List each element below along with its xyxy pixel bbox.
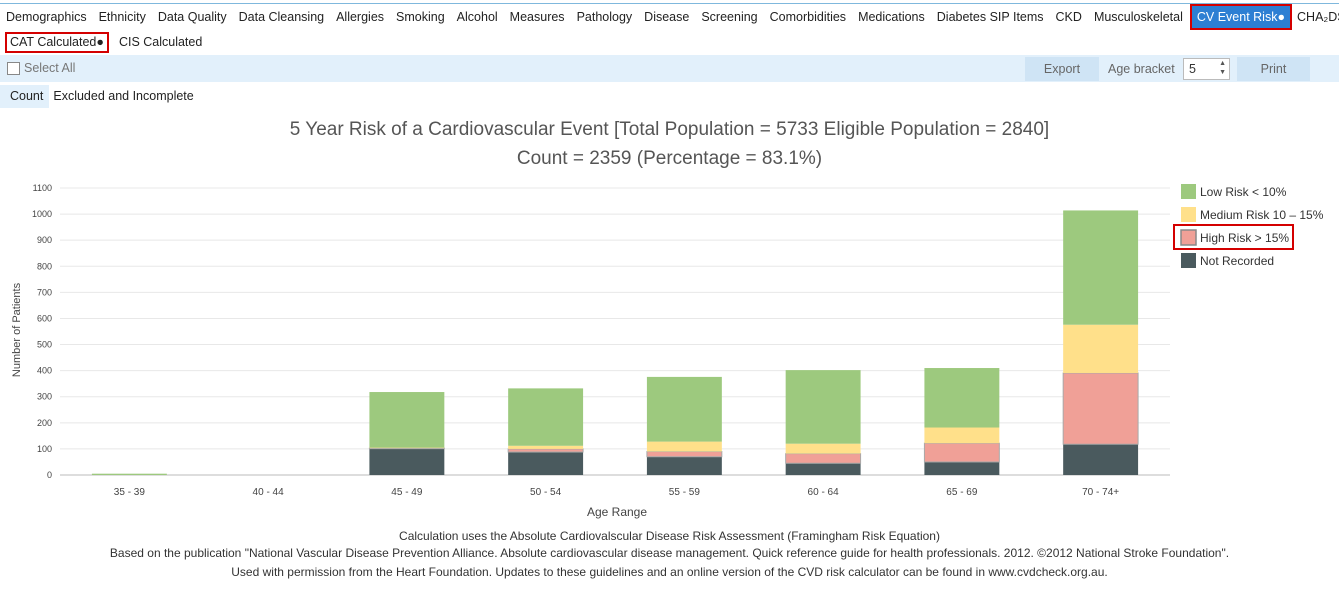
bar-segment bbox=[646, 451, 723, 458]
chart-subtitle: Count = 2359 (Percentage = 83.1%) bbox=[516, 148, 823, 169]
top-border bbox=[0, 3, 1339, 4]
bar-segment bbox=[646, 456, 722, 475]
y-tick-label: 1100 bbox=[33, 183, 52, 193]
y-tick-label: 0 bbox=[47, 470, 52, 480]
y-tick-label: 1000 bbox=[32, 209, 52, 219]
age-bracket-stepper[interactable]: 5 ▲ ▼ bbox=[1183, 58, 1230, 80]
x-tick-label: 50 - 54 bbox=[530, 487, 562, 498]
tab-ethnicity[interactable]: Ethnicity bbox=[98, 10, 146, 24]
y-tick-label: 400 bbox=[37, 366, 52, 376]
y-axis-label: Number of Patients bbox=[11, 282, 23, 377]
tab-alcohol[interactable]: Alcohol bbox=[456, 10, 498, 24]
bar-segment bbox=[369, 448, 445, 475]
stepper-up-icon[interactable]: ▲ bbox=[1219, 60, 1226, 67]
view-tab-bar: Count Excluded and Incomplete bbox=[0, 85, 198, 108]
x-tick-label: 40 - 44 bbox=[253, 487, 285, 498]
footer-line-3: Used with permission from the Heart Foun… bbox=[231, 565, 1108, 579]
y-tick-label: 700 bbox=[37, 287, 52, 297]
tab-pathology[interactable]: Pathology bbox=[576, 10, 633, 24]
bar-segment bbox=[369, 392, 445, 448]
legend-swatch bbox=[1181, 253, 1196, 268]
bar-segment bbox=[785, 370, 861, 444]
bar-segment bbox=[924, 461, 1000, 475]
view-tab-count[interactable]: Count bbox=[0, 85, 50, 108]
footer-line-1: Calculation uses the Absolute Cardiovals… bbox=[399, 529, 940, 543]
stepper-down-icon[interactable]: ▼ bbox=[1219, 69, 1226, 76]
y-tick-label: 200 bbox=[37, 418, 52, 428]
bar-segment bbox=[508, 452, 584, 475]
x-tick-label: 45 - 49 bbox=[391, 487, 423, 498]
bar-segment bbox=[1063, 444, 1139, 475]
x-tick-label: 70 - 74+ bbox=[1082, 487, 1119, 498]
sub-tab-bar: CAT Calculated● CIS Calculated bbox=[0, 31, 212, 53]
bar-segment bbox=[1063, 324, 1139, 373]
bar-segment bbox=[785, 463, 861, 475]
age-bracket-label: Age bracket bbox=[1108, 62, 1175, 76]
x-tick-label: 65 - 69 bbox=[946, 487, 978, 498]
bar-segment bbox=[646, 376, 722, 442]
footer-line-2: Based on the publication "National Vascu… bbox=[109, 546, 1230, 560]
toolbar: Select All Export Age bracket 5 ▲ ▼ Prin… bbox=[0, 55, 1339, 82]
legend-label: Medium Risk 10 – 15% bbox=[1200, 208, 1324, 222]
y-tick-label: 800 bbox=[37, 261, 52, 271]
tab-data-quality[interactable]: Data Quality bbox=[157, 10, 227, 24]
select-all-checkbox[interactable] bbox=[7, 62, 20, 75]
bar-segment bbox=[508, 445, 584, 449]
bar-segment bbox=[507, 448, 584, 453]
bar-segment bbox=[91, 473, 167, 475]
y-tick-label: 300 bbox=[37, 392, 52, 402]
tab-demographics[interactable]: Demographics bbox=[6, 10, 87, 24]
stacked-bar-chart: Number of Patients Age Range 0 100 200 300 4… bbox=[11, 183, 1324, 519]
x-tick-label: 55 - 59 bbox=[669, 487, 701, 498]
legend-swatch bbox=[1181, 184, 1196, 199]
tab-cv-event-risk[interactable]: CV Event Risk● bbox=[1189, 4, 1293, 30]
bar-segment bbox=[1062, 372, 1139, 445]
y-tick-label: 900 bbox=[37, 235, 52, 245]
tab-musculoskeletal[interactable]: Musculoskeletal bbox=[1093, 10, 1183, 24]
bar-segment bbox=[923, 442, 1000, 463]
bar-segment bbox=[368, 447, 445, 450]
bar-segment bbox=[785, 453, 862, 464]
tab-allergies[interactable]: Allergies bbox=[336, 10, 385, 24]
select-all-label[interactable]: Select All bbox=[24, 61, 76, 75]
bar-segment bbox=[1063, 210, 1139, 325]
legend-label: Not Recorded bbox=[1200, 254, 1274, 268]
age-bracket-value: 5 bbox=[1189, 62, 1196, 76]
bar-segment bbox=[924, 368, 1000, 428]
tab-medications[interactable]: Medications bbox=[858, 10, 925, 24]
bar-segment bbox=[646, 441, 722, 452]
subtab-cat-calculated[interactable]: CAT Calculated● bbox=[5, 31, 109, 53]
bar-segment bbox=[508, 388, 584, 446]
tab-data-cleansing[interactable]: Data Cleansing bbox=[238, 10, 325, 24]
legend-highlight bbox=[1173, 224, 1294, 250]
tab-ckd[interactable]: CKD bbox=[1055, 10, 1082, 24]
legend-label: High Risk > 15% bbox=[1200, 231, 1289, 245]
x-tick-label: 60 - 64 bbox=[808, 487, 840, 498]
legend-label: Low Risk < 10% bbox=[1200, 185, 1287, 199]
legend-swatch bbox=[1180, 229, 1197, 246]
tab-cha2ds2va[interactable]: CHA₂DS₂VA bbox=[1297, 10, 1339, 24]
x-tick-label: 35 - 39 bbox=[114, 487, 146, 498]
print-button[interactable]: Print bbox=[1237, 57, 1310, 81]
y-tick-label: 500 bbox=[37, 340, 52, 350]
x-axis-label: Age Range bbox=[587, 505, 647, 519]
tab-disease[interactable]: Disease bbox=[644, 10, 690, 24]
tab-comorbidities[interactable]: Comorbidities bbox=[769, 10, 847, 24]
bar-segment bbox=[369, 447, 445, 449]
subtab-cis-calculated[interactable]: CIS Calculated bbox=[118, 35, 203, 49]
export-button[interactable]: Export bbox=[1025, 57, 1099, 81]
view-tab-excluded-incomplete[interactable]: Excluded and Incomplete bbox=[53, 89, 194, 103]
y-tick-label: 100 bbox=[37, 444, 52, 454]
tab-screening[interactable]: Screening bbox=[701, 10, 758, 24]
legend-swatch bbox=[1181, 207, 1196, 222]
bar-segment bbox=[785, 443, 861, 454]
tab-diabetes-sip-items[interactable]: Diabetes SIP Items bbox=[936, 10, 1044, 24]
y-tick-label: 600 bbox=[37, 313, 52, 323]
main-tab-bar: Demographics Ethnicity Data Quality Data… bbox=[0, 4, 1339, 30]
bar-segment bbox=[924, 427, 1000, 444]
tab-smoking[interactable]: Smoking bbox=[396, 10, 445, 24]
tab-measures[interactable]: Measures bbox=[509, 10, 565, 24]
chart-title: 5 Year Risk of a Cardiovascular Event [T… bbox=[289, 119, 1050, 140]
